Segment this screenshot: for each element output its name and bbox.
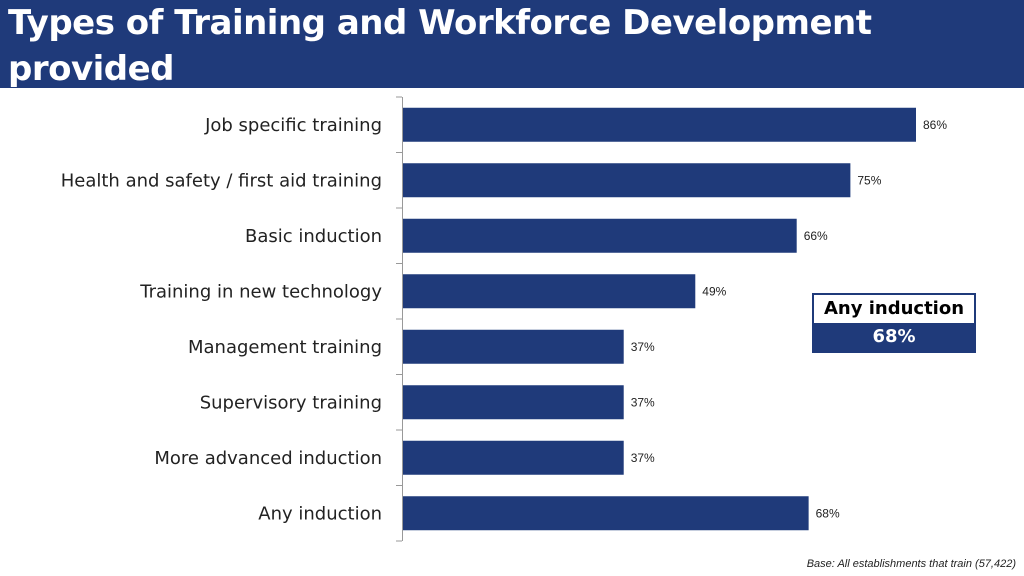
data-label: 37%	[631, 451, 655, 465]
data-label: 37%	[631, 395, 655, 409]
bar	[403, 274, 696, 309]
data-label: 75%	[857, 173, 881, 187]
title-bar: Types of Training and Workforce Developm…	[0, 0, 1024, 89]
data-label: 68%	[816, 506, 840, 520]
any-induction-callout: Any induction 68%	[812, 293, 976, 353]
category-label: Training in new technology	[139, 281, 382, 302]
callout-value: 68%	[814, 323, 974, 351]
bar	[403, 496, 809, 531]
bar	[403, 440, 624, 475]
data-label: 37%	[631, 340, 655, 354]
bar	[403, 163, 851, 198]
category-label: Health and safety / first aid training	[61, 170, 382, 191]
data-label: 66%	[804, 229, 828, 243]
bar-chart: Job specific training 86% Health and safet…	[61, 96, 947, 542]
data-label: 49%	[702, 284, 726, 298]
page-title: Types of Training and Workforce Developm…	[8, 3, 872, 89]
bar	[403, 107, 916, 142]
category-label: Job specific training	[204, 115, 382, 136]
category-label: Management training	[188, 337, 382, 358]
base-note: Base: All establishments that train (57,…	[806, 558, 1016, 570]
bar	[403, 385, 624, 420]
callout-label: Any induction	[823, 298, 965, 319]
bar	[403, 218, 797, 253]
category-label: Basic induction	[245, 226, 382, 247]
category-label: Supervisory training	[200, 392, 382, 413]
category-label: More advanced induction	[154, 448, 382, 469]
bar	[403, 329, 624, 364]
category-label: Any induction	[258, 503, 382, 524]
data-label: 86%	[923, 118, 947, 132]
